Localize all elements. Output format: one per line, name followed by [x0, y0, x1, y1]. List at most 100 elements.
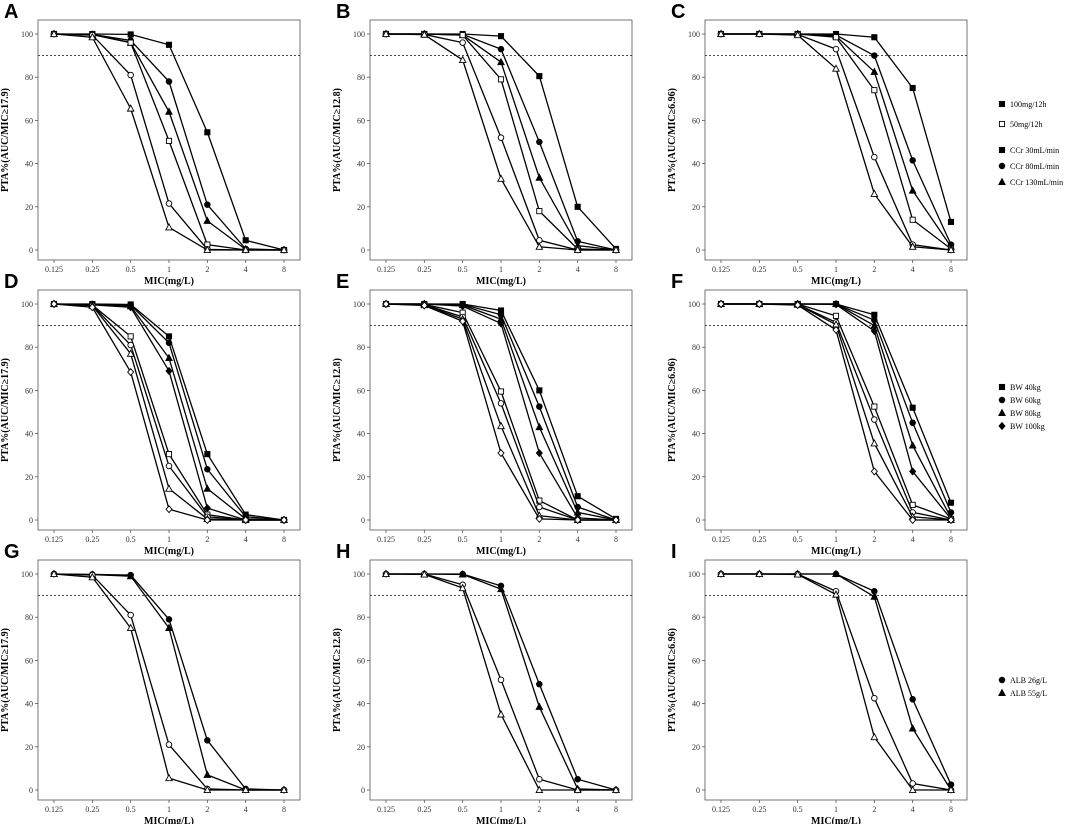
- y-tick-label: 100: [688, 300, 700, 309]
- x-tick-label: 0.125: [377, 535, 395, 544]
- data-point: [871, 34, 878, 41]
- legend-label: ALB 26g/L: [1010, 676, 1047, 685]
- data-point: [497, 45, 505, 53]
- y-tick-label: 0: [696, 246, 700, 255]
- y-axis-title: PTA%(AUC/MIC≥6.96): [667, 628, 678, 732]
- y-axis-title: PTA%(AUC/MIC≥6.96): [667, 88, 678, 192]
- panel-letter: F: [671, 271, 683, 293]
- panel-letter: A: [4, 1, 18, 23]
- y-tick-label: 0: [361, 516, 365, 525]
- data-point: [870, 189, 879, 197]
- data-point: [280, 245, 288, 254]
- series-line: [721, 303, 952, 521]
- data-point: [497, 33, 505, 40]
- x-tick-label: 1: [834, 535, 838, 544]
- data-point: [832, 300, 840, 309]
- data-point: [909, 404, 916, 411]
- x-axis-title: MIC(mg/L): [811, 276, 861, 287]
- y-tick-label: 0: [696, 516, 700, 525]
- y-tick-label: 80: [357, 613, 365, 622]
- data-point: [127, 71, 134, 79]
- data-point: [126, 623, 135, 632]
- data-point: [793, 570, 802, 578]
- legend-label: 100mg/12h: [1010, 100, 1046, 109]
- data-point: [126, 104, 135, 112]
- x-tick-label: 2: [872, 265, 876, 274]
- x-tick-label: 4: [244, 805, 248, 814]
- data-point: [204, 737, 211, 744]
- data-point: [204, 451, 211, 458]
- panel-a: A 0 20 40 60 80 100 0.125 0.25 0.5 1 2 4 8 MIC(mg/L) PT…: [0, 1, 301, 287]
- x-axis-title: MIC(mg/L): [144, 276, 194, 287]
- data-point: [535, 702, 544, 710]
- series-line: [721, 573, 952, 785]
- series-line: [721, 303, 952, 520]
- series-line: [53, 573, 285, 791]
- x-tick-label: 8: [614, 265, 618, 274]
- y-tick-label: 20: [692, 203, 700, 212]
- panel-letter: G: [4, 541, 20, 563]
- data-point: [497, 676, 505, 684]
- y-tick-label: 40: [25, 430, 33, 439]
- data-point: [88, 572, 97, 581]
- legend-marker: [998, 100, 1006, 108]
- data-point: [870, 467, 878, 476]
- data-point: [127, 333, 134, 340]
- x-tick-label: 0.25: [417, 805, 431, 814]
- data-point: [870, 732, 879, 741]
- y-tick-label: 0: [361, 786, 365, 795]
- x-tick-label: 0.25: [752, 805, 766, 814]
- y-tick-label: 80: [25, 343, 33, 352]
- data-point: [832, 325, 840, 335]
- y-axis-title: PTA%(AUC/MIC≥17.9): [0, 358, 11, 462]
- x-tick-label: 1: [167, 535, 171, 544]
- data-point: [203, 216, 212, 224]
- legend-marker: [998, 408, 1006, 417]
- data-point: [535, 242, 544, 250]
- y-tick-label: 40: [25, 160, 33, 169]
- x-tick-label: 4: [576, 805, 580, 814]
- series-line: [386, 33, 617, 251]
- data-point: [871, 153, 878, 161]
- data-point: [536, 680, 543, 688]
- panel-h: H 0 20 40 60 80 100 0.125 0.25 0.5 1 2 4 8 MIC(mg/L) PT…: [332, 541, 633, 824]
- data-point: [909, 84, 916, 92]
- legend-marker: [998, 177, 1006, 186]
- x-tick-label: 1: [834, 265, 838, 274]
- x-tick-label: 4: [576, 535, 580, 544]
- y-tick-label: 20: [357, 473, 365, 482]
- series-line: [385, 303, 616, 521]
- data-point: [947, 218, 955, 225]
- data-point: [908, 785, 917, 794]
- data-point: [574, 203, 581, 210]
- data-point: [612, 245, 620, 254]
- x-tick-label: 0.25: [85, 535, 99, 544]
- data-point: [382, 299, 390, 309]
- y-tick-label: 80: [357, 343, 365, 352]
- data-point: [459, 302, 467, 311]
- x-tick-label: 8: [282, 535, 286, 544]
- y-tick-label: 100: [688, 30, 700, 39]
- data-point: [908, 186, 917, 194]
- y-tick-label: 60: [357, 386, 365, 395]
- data-point: [832, 34, 840, 41]
- data-point: [165, 107, 173, 115]
- series-line: [721, 573, 951, 791]
- x-tick-label: 8: [282, 265, 286, 274]
- data-point: [535, 173, 544, 181]
- y-tick-label: 100: [21, 30, 33, 39]
- data-point: [420, 570, 429, 578]
- data-point: [165, 339, 173, 347]
- panel-letter: C: [671, 1, 685, 23]
- data-point: [497, 76, 505, 83]
- data-point: [127, 39, 134, 46]
- x-tick-label: 2: [537, 265, 541, 274]
- data-point: [536, 208, 543, 215]
- x-axis-title: MIC(mg/L): [144, 816, 194, 824]
- y-tick-label: 20: [692, 743, 700, 752]
- x-tick-label: 0.25: [85, 805, 99, 814]
- y-tick-label: 60: [357, 656, 365, 665]
- data-point: [871, 694, 878, 702]
- x-tick-label: 1: [499, 265, 503, 274]
- y-tick-label: 40: [357, 700, 365, 709]
